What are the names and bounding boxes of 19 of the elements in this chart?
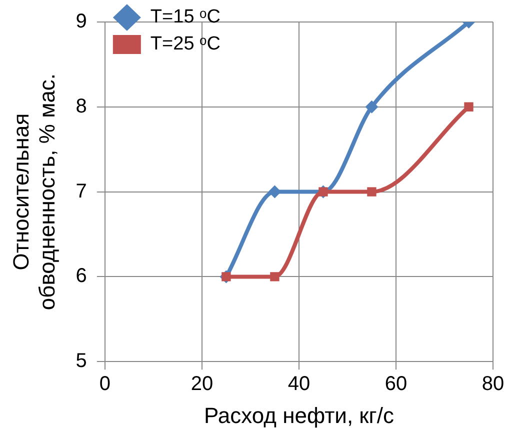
x-tick-label: 80 bbox=[482, 373, 504, 396]
point bbox=[365, 100, 378, 114]
y-tick-label: 5 bbox=[76, 350, 87, 372]
x-tick-label: 0 bbox=[99, 373, 110, 396]
point bbox=[464, 102, 474, 112]
x-tick-label: 60 bbox=[384, 373, 408, 396]
y-axis-title: Относительная обводненность, % мас. bbox=[8, 73, 60, 310]
y-tick-label: 9 bbox=[76, 10, 87, 33]
x-tick-label: 40 bbox=[288, 373, 310, 396]
y-tick-label: 7 bbox=[76, 180, 87, 202]
y-tick-label: 6 bbox=[76, 265, 87, 288]
legend-label: T=15 ᵒC bbox=[150, 6, 220, 28]
x-axis-title: Расход нефти, кг/с bbox=[204, 402, 394, 428]
legend-label: T=25 ᵒC bbox=[150, 34, 220, 55]
point bbox=[367, 187, 376, 196]
point bbox=[268, 185, 282, 198]
y-tick-label: 8 bbox=[76, 95, 87, 118]
point bbox=[270, 272, 280, 282]
x-tick-label: 20 bbox=[190, 373, 214, 396]
